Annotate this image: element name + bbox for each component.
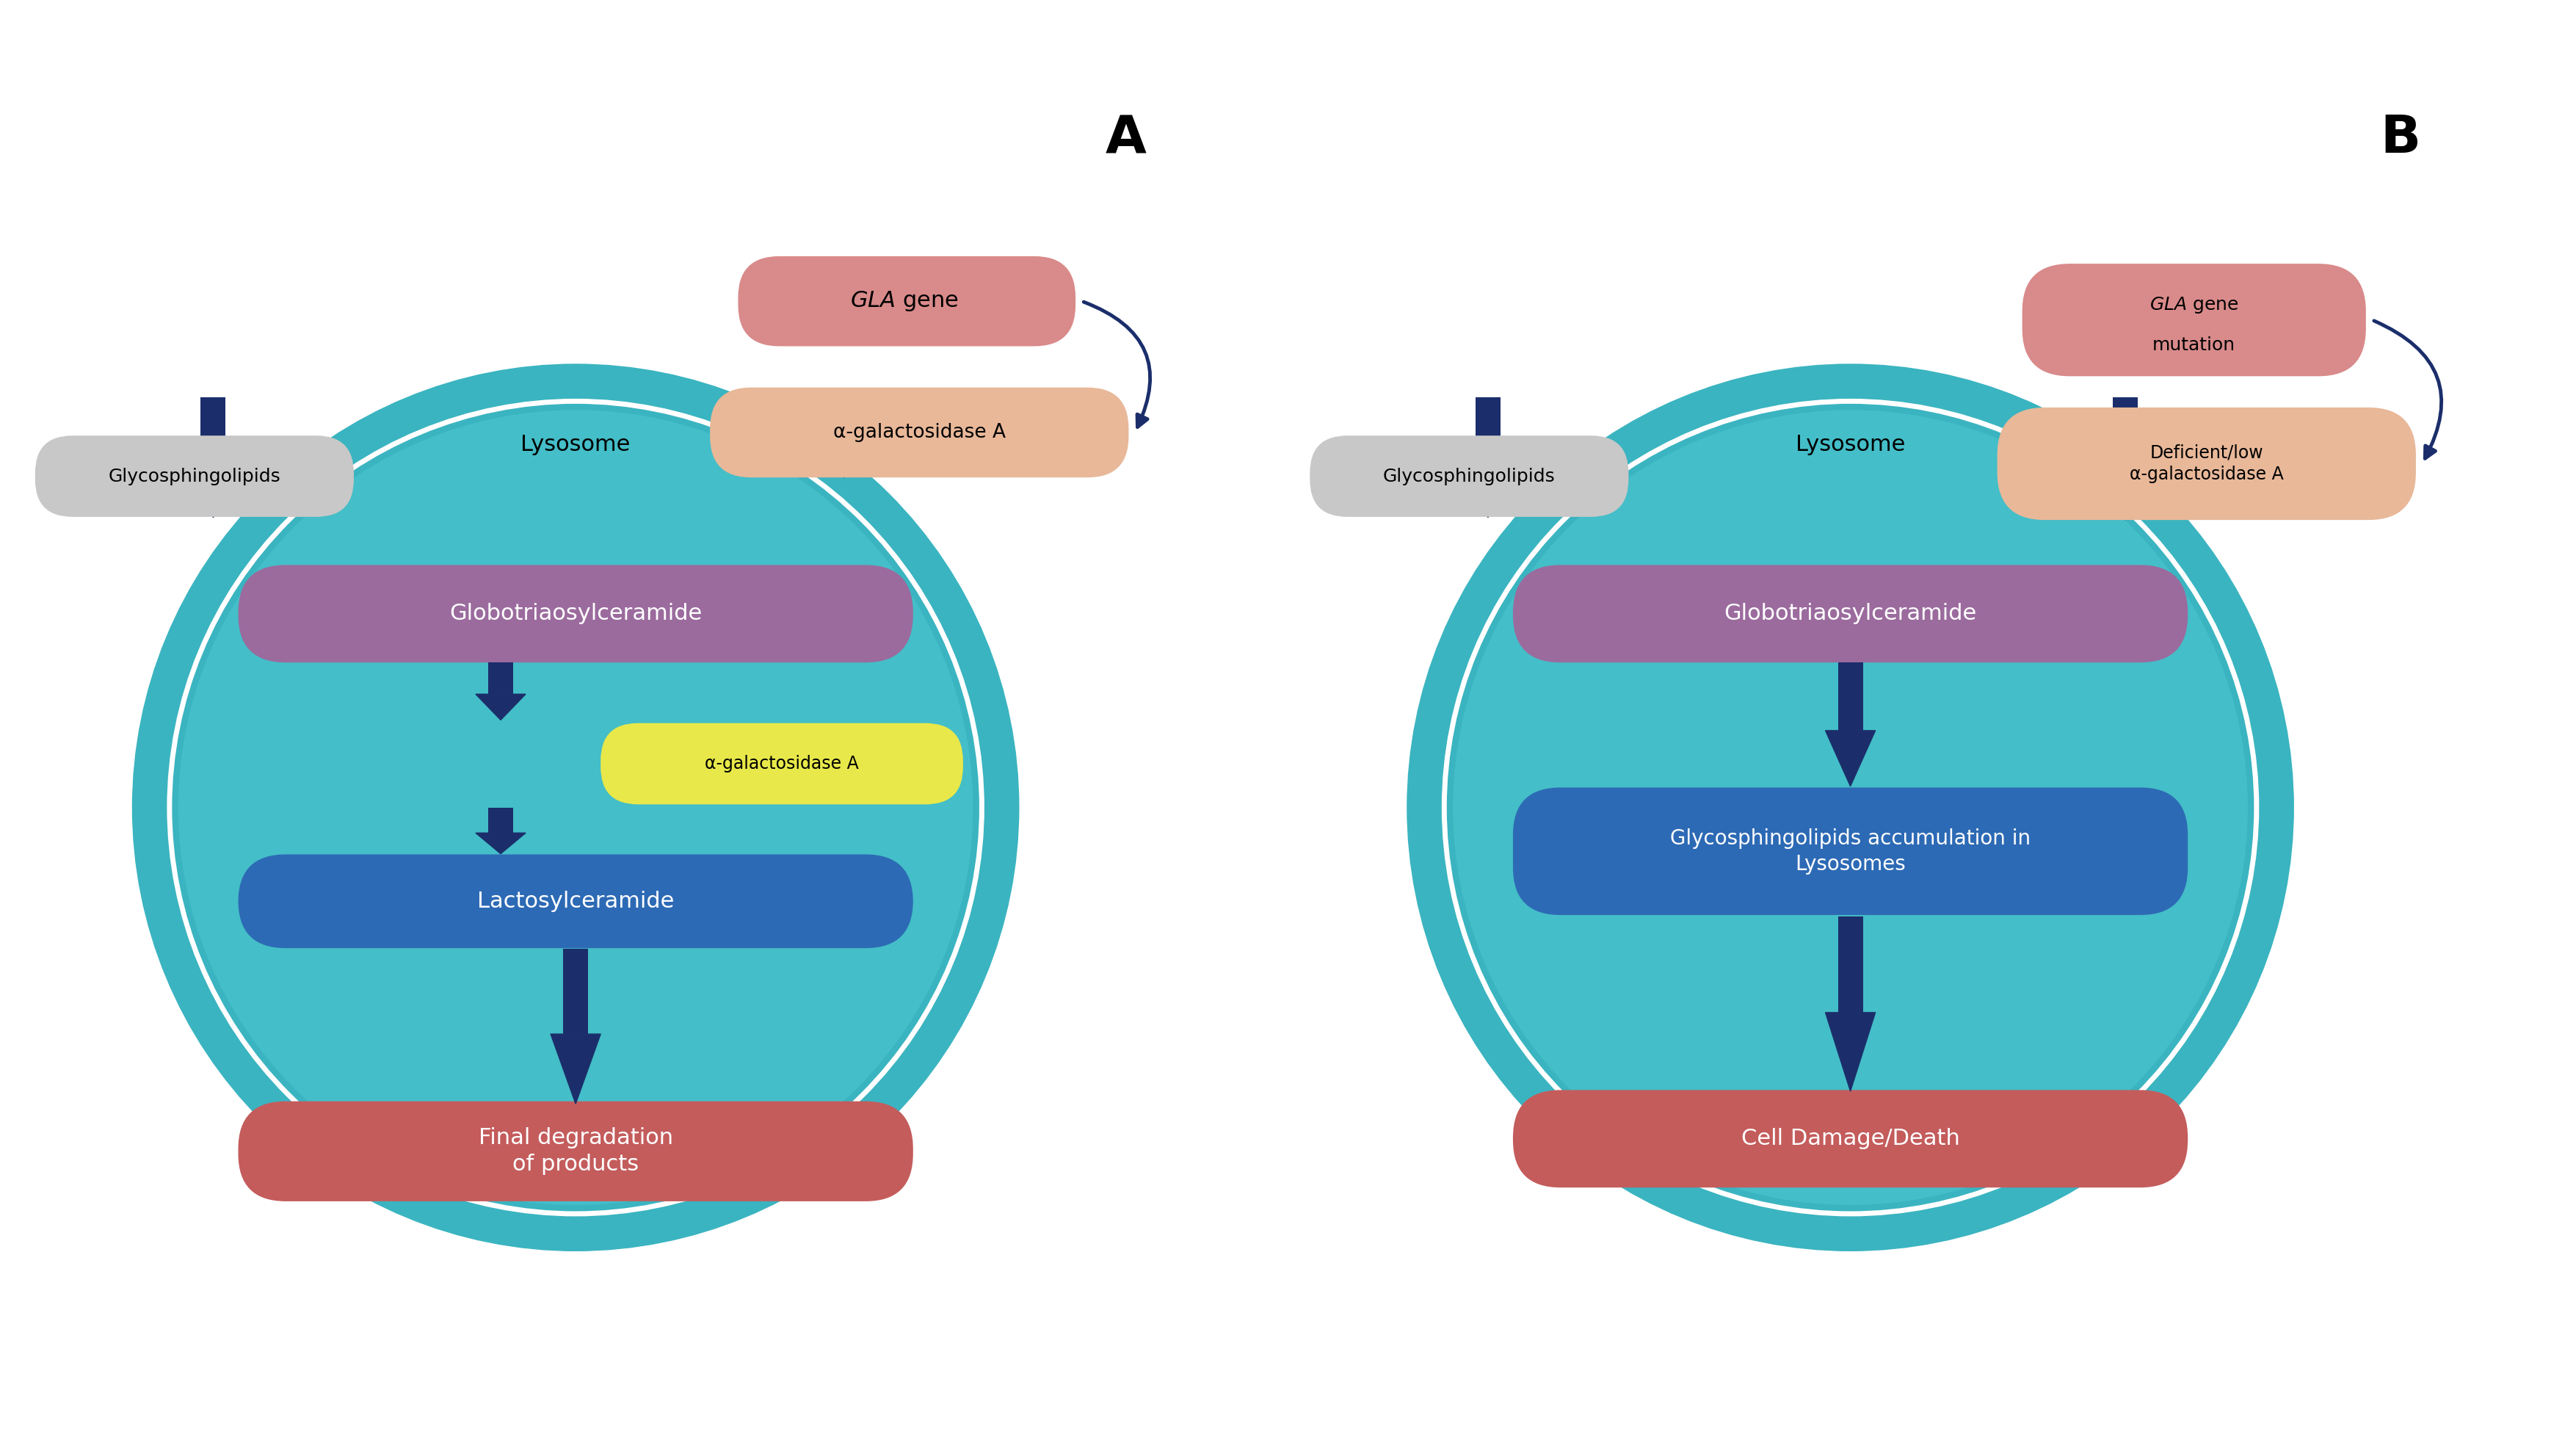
Circle shape xyxy=(178,410,974,1205)
Polygon shape xyxy=(188,464,237,517)
Text: α-galactosidase A: α-galactosidase A xyxy=(706,755,858,773)
Polygon shape xyxy=(1463,464,1512,517)
Text: Final degradation
of products: Final degradation of products xyxy=(479,1128,672,1175)
FancyBboxPatch shape xyxy=(711,387,1128,478)
Text: $\it{GLA}$ gene: $\it{GLA}$ gene xyxy=(850,289,958,312)
Text: Deficient/low
α-galactosidase A: Deficient/low α-galactosidase A xyxy=(2130,444,2282,484)
FancyBboxPatch shape xyxy=(1309,436,1628,517)
FancyBboxPatch shape xyxy=(564,949,587,1034)
Text: α-galactosidase A: α-galactosidase A xyxy=(832,423,1005,442)
Circle shape xyxy=(1406,364,2295,1251)
FancyBboxPatch shape xyxy=(1512,788,2187,914)
FancyBboxPatch shape xyxy=(739,256,1077,346)
Text: Globotriaosylceramide: Globotriaosylceramide xyxy=(448,603,703,625)
Polygon shape xyxy=(819,442,868,478)
FancyBboxPatch shape xyxy=(1996,408,2416,520)
Polygon shape xyxy=(1826,730,1875,786)
FancyBboxPatch shape xyxy=(1512,1090,2187,1188)
Circle shape xyxy=(131,364,1020,1251)
Text: Lysosome: Lysosome xyxy=(520,435,631,455)
Circle shape xyxy=(1453,410,2249,1205)
Text: Glycosphingolipids: Glycosphingolipids xyxy=(1383,468,1556,485)
Text: Lactosylceramide: Lactosylceramide xyxy=(477,890,675,912)
Text: mutation: mutation xyxy=(2154,336,2236,354)
FancyBboxPatch shape xyxy=(489,808,513,832)
Text: Cell Damage/Death: Cell Damage/Death xyxy=(1741,1128,1960,1149)
Polygon shape xyxy=(477,694,526,720)
FancyBboxPatch shape xyxy=(237,854,912,948)
Text: Glycosphingolipids: Glycosphingolipids xyxy=(108,468,281,485)
FancyBboxPatch shape xyxy=(36,436,353,517)
Text: A: A xyxy=(1105,114,1146,164)
FancyBboxPatch shape xyxy=(1837,662,1862,730)
Text: $\it{GLA}$ gene: $\it{GLA}$ gene xyxy=(2148,295,2239,315)
FancyBboxPatch shape xyxy=(1512,564,2187,662)
FancyBboxPatch shape xyxy=(1837,916,1862,1012)
FancyBboxPatch shape xyxy=(237,1102,912,1201)
Polygon shape xyxy=(1826,1012,1875,1092)
FancyBboxPatch shape xyxy=(489,662,513,694)
FancyBboxPatch shape xyxy=(1476,397,1499,464)
Text: B: B xyxy=(2380,114,2421,164)
Polygon shape xyxy=(551,1034,600,1104)
Text: Glycosphingolipids accumulation in
Lysosomes: Glycosphingolipids accumulation in Lysos… xyxy=(1669,828,2030,874)
FancyBboxPatch shape xyxy=(600,723,963,805)
Text: Lysosome: Lysosome xyxy=(1795,435,1906,455)
Polygon shape xyxy=(2099,465,2151,520)
FancyBboxPatch shape xyxy=(2112,397,2138,465)
FancyBboxPatch shape xyxy=(201,397,227,464)
FancyBboxPatch shape xyxy=(237,564,912,662)
FancyBboxPatch shape xyxy=(2022,264,2365,376)
Text: Globotriaosylceramide: Globotriaosylceramide xyxy=(1723,603,1976,625)
FancyBboxPatch shape xyxy=(832,397,858,442)
Polygon shape xyxy=(477,832,526,854)
